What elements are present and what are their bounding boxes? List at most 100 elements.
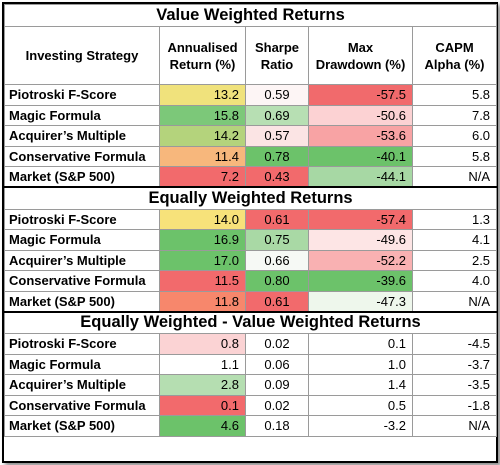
sharpe-ratio-cell: 0.75 xyxy=(245,229,309,251)
sharpe-ratio-cell: 0.69 xyxy=(245,104,309,126)
section-title-row: Value Weighted Returns xyxy=(3,4,498,27)
sharpe-ratio-cell: 0.61 xyxy=(245,290,309,312)
sharpe-ratio-cell: 0.80 xyxy=(245,270,309,292)
max-drawdown-cell: -49.6 xyxy=(308,229,413,251)
sharpe-ratio-cell: 0.61 xyxy=(245,208,309,230)
annualised-return-cell: 11.8 xyxy=(159,290,246,312)
strategy-name-cell: Magic Formula xyxy=(4,229,160,251)
strategy-name-cell: Conservative Formula xyxy=(4,270,160,292)
table-row: Acquirer’s Multiple 17.0 0.66 -52.2 2.5 xyxy=(4,249,498,271)
strategy-name-cell: Acquirer’s Multiple xyxy=(4,374,160,396)
sharpe-ratio-cell: 0.66 xyxy=(245,249,309,271)
annualised-return-cell: 7.2 xyxy=(159,166,246,188)
annualised-return-cell: 15.8 xyxy=(159,104,246,126)
capm-alpha-cell: 5.8 xyxy=(411,84,498,106)
table-row: Acquirer’s Multiple 2.8 0.09 1.4 -3.5 xyxy=(4,374,498,396)
max-drawdown-cell: -53.6 xyxy=(308,125,413,147)
strategy-name-cell: Piotroski F-Score xyxy=(4,84,160,106)
max-drawdown-cell: -44.1 xyxy=(308,166,413,188)
strategy-name-cell: Conservative Formula xyxy=(4,145,160,167)
max-drawdown-cell: 0.5 xyxy=(308,394,413,416)
sharpe-ratio-cell: 0.59 xyxy=(245,84,309,106)
max-drawdown-cell: 0.1 xyxy=(308,333,413,355)
sharpe-ratio-cell: 0.06 xyxy=(245,353,309,375)
table-row: Conservative Formula 0.1 0.02 0.5 -1.8 xyxy=(4,394,498,416)
column-header: Investing Strategy xyxy=(4,26,160,85)
table-row: Market (S&P 500) 7.2 0.43 -44.1 N/A xyxy=(4,166,498,188)
annualised-return-cell: 13.2 xyxy=(159,84,246,106)
strategy-name-cell: Piotroski F-Score xyxy=(4,208,160,230)
annualised-return-cell: 14.0 xyxy=(159,208,246,230)
capm-alpha-cell: N/A xyxy=(411,290,498,312)
table-row: Piotroski F-Score 13.2 0.59 -57.5 5.8 xyxy=(4,84,498,106)
annualised-return-cell: 0.8 xyxy=(159,333,246,355)
annualised-return-cell: 11.4 xyxy=(159,145,246,167)
strategy-name-cell: Acquirer’s Multiple xyxy=(4,249,160,271)
strategy-name-cell: Market (S&P 500) xyxy=(4,415,160,437)
section-title: Equally Weighted Returns xyxy=(3,186,498,210)
max-drawdown-cell: -3.2 xyxy=(308,415,413,437)
table-row: Magic Formula 15.8 0.69 -50.6 7.8 xyxy=(4,104,498,126)
max-drawdown-cell: -39.6 xyxy=(308,270,413,292)
section-title: Value Weighted Returns xyxy=(3,4,498,27)
section-title: Equally Weighted - Value Weighted Return… xyxy=(3,310,498,334)
strategy-name-cell: Acquirer’s Multiple xyxy=(4,125,160,147)
sharpe-ratio-cell: 0.02 xyxy=(245,394,309,416)
sharpe-ratio-cell: 0.57 xyxy=(245,125,309,147)
max-drawdown-cell: 1.0 xyxy=(308,353,413,375)
strategy-name-cell: Conservative Formula xyxy=(4,394,160,416)
column-header: Max Drawdown (%) xyxy=(308,26,413,85)
max-drawdown-cell: -47.3 xyxy=(308,290,413,312)
returns-table: Value Weighted Returns Investing Strategy… xyxy=(3,4,498,437)
table-row: Market (S&P 500) 4.6 0.18 -3.2 N/A xyxy=(4,415,498,437)
max-drawdown-cell: -50.6 xyxy=(308,104,413,126)
annualised-return-cell: 16.9 xyxy=(159,229,246,251)
annualised-return-cell: 2.8 xyxy=(159,374,246,396)
sharpe-ratio-cell: 0.09 xyxy=(245,374,309,396)
section-title-row: Equally Weighted - Value Weighted Return… xyxy=(3,310,498,334)
capm-alpha-cell: 4.1 xyxy=(411,229,498,251)
annualised-return-cell: 0.1 xyxy=(159,394,246,416)
strategy-name-cell: Magic Formula xyxy=(4,353,160,375)
capm-alpha-cell: -3.5 xyxy=(411,374,498,396)
table-row: Piotroski F-Score 0.8 0.02 0.1 -4.5 xyxy=(4,333,498,355)
annualised-return-cell: 1.1 xyxy=(159,353,246,375)
max-drawdown-cell: -57.5 xyxy=(308,84,413,106)
annualised-return-cell: 14.2 xyxy=(159,125,246,147)
annualised-return-cell: 11.5 xyxy=(159,270,246,292)
section-title-row: Equally Weighted Returns xyxy=(3,186,498,210)
strategy-name-cell: Magic Formula xyxy=(4,104,160,126)
column-header-row: Investing Strategy Annualised Return (%) S… xyxy=(4,26,498,85)
table-row: Conservative Formula 11.4 0.78 -40.1 5.8 xyxy=(4,145,498,167)
capm-alpha-cell: 7.8 xyxy=(411,104,498,126)
column-header: Sharpe Ratio xyxy=(245,26,309,85)
max-drawdown-cell: -57.4 xyxy=(308,208,413,230)
column-header: Annualised Return (%) xyxy=(159,26,246,85)
capm-alpha-cell: 1.3 xyxy=(411,208,498,230)
table-row: Magic Formula 16.9 0.75 -49.6 4.1 xyxy=(4,229,498,251)
strategy-name-cell: Market (S&P 500) xyxy=(4,166,160,188)
capm-alpha-cell: 6.0 xyxy=(411,125,498,147)
max-drawdown-cell: -40.1 xyxy=(308,145,413,167)
capm-alpha-cell: 4.0 xyxy=(411,270,498,292)
capm-alpha-cell: -4.5 xyxy=(411,333,498,355)
max-drawdown-cell: -52.2 xyxy=(308,249,413,271)
max-drawdown-cell: 1.4 xyxy=(308,374,413,396)
annualised-return-cell: 4.6 xyxy=(159,415,246,437)
table-row: Acquirer’s Multiple 14.2 0.57 -53.6 6.0 xyxy=(4,125,498,147)
table-row: Magic Formula 1.1 0.06 1.0 -3.7 xyxy=(4,353,498,375)
capm-alpha-cell: 2.5 xyxy=(411,249,498,271)
table-row: Market (S&P 500) 11.8 0.61 -47.3 N/A xyxy=(4,290,498,312)
sharpe-ratio-cell: 0.02 xyxy=(245,333,309,355)
capm-alpha-cell: -1.8 xyxy=(411,394,498,416)
column-header: CAPM Alpha (%) xyxy=(411,26,498,85)
table-row: Piotroski F-Score 14.0 0.61 -57.4 1.3 xyxy=(4,208,498,230)
table-row: Conservative Formula 11.5 0.80 -39.6 4.0 xyxy=(4,270,498,292)
annualised-return-cell: 17.0 xyxy=(159,249,246,271)
sharpe-ratio-cell: 0.43 xyxy=(245,166,309,188)
capm-alpha-cell: 5.8 xyxy=(411,145,498,167)
capm-alpha-cell: N/A xyxy=(411,166,498,188)
sharpe-ratio-cell: 0.78 xyxy=(245,145,309,167)
strategy-name-cell: Piotroski F-Score xyxy=(4,333,160,355)
